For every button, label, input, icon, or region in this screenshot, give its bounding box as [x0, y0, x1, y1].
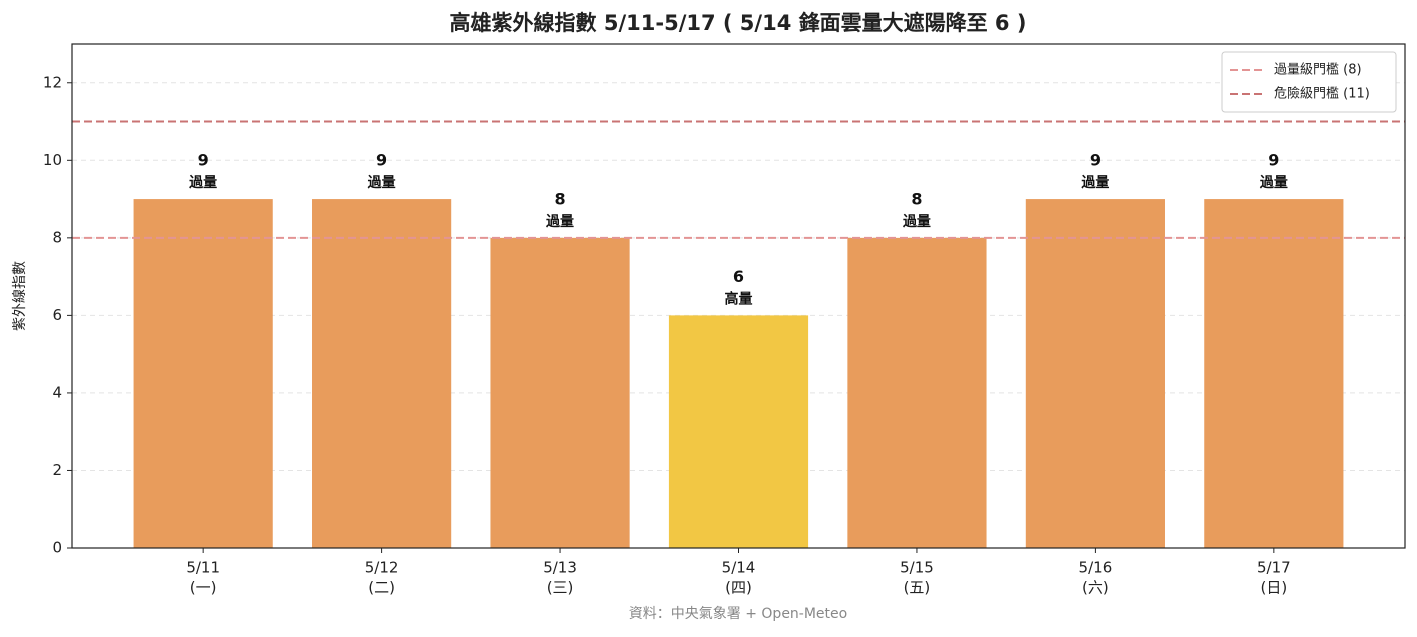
bar	[847, 237, 987, 548]
y-tick-label: 4	[52, 383, 62, 401]
x-tick-sublabel: (二)	[368, 579, 395, 597]
bar	[1204, 199, 1344, 549]
value-label: 9	[198, 151, 209, 170]
x-tick-sublabel: (一)	[190, 579, 217, 597]
y-tick-label: 0	[52, 539, 62, 557]
x-tick-sublabel: (三)	[547, 579, 574, 597]
x-tick-sublabel: (五)	[904, 579, 931, 597]
y-tick-label: 8	[52, 228, 62, 246]
x-tick-sublabel: (日)	[1260, 579, 1287, 597]
x-tick-label: 5/14	[722, 559, 756, 577]
level-label: 過量	[188, 175, 217, 191]
level-label: 過量	[1080, 175, 1109, 191]
x-tick-label: 5/15	[900, 559, 934, 577]
x-tick-label: 5/12	[365, 559, 399, 577]
legend-box	[1221, 51, 1397, 113]
level-label: 過量	[902, 214, 931, 230]
value-label: 8	[554, 189, 565, 208]
bar	[133, 199, 273, 549]
y-tick-label: 6	[52, 306, 62, 324]
value-label: 9	[376, 151, 387, 170]
legend: 過量級門檻 (8) 危險級門檻 (11)	[1221, 51, 1397, 113]
value-label: 8	[911, 189, 922, 208]
level-label: 過量	[545, 214, 574, 230]
bar	[1025, 199, 1165, 549]
plot-frame	[71, 43, 1406, 549]
bar	[668, 315, 809, 548]
source-note: 資料：中央氣象署 + Open-Meteo	[629, 606, 847, 622]
level-label: 過量	[367, 175, 396, 191]
x-tick-label: 5/16	[1079, 559, 1113, 577]
legend-label: 過量級門檻 (8)	[1274, 62, 1362, 78]
x-tick-label: 5/17	[1257, 559, 1291, 577]
y-axis-label: 紫外線指數	[12, 261, 28, 331]
bar	[312, 199, 452, 549]
bar	[490, 237, 630, 548]
legend-label: 危險級門檻 (11)	[1274, 86, 1370, 102]
y-tick-label: 10	[43, 151, 62, 169]
level-label: 過量	[1259, 175, 1288, 191]
value-label: 9	[1268, 151, 1279, 170]
x-tick-sublabel: (四)	[725, 579, 752, 597]
x-tick-label: 5/11	[186, 559, 220, 577]
value-label: 9	[1090, 151, 1101, 170]
y-tick-label: 2	[52, 461, 62, 479]
x-tick-label: 5/13	[543, 559, 577, 577]
x-tick-sublabel: (六)	[1082, 579, 1109, 597]
level-label: 高量	[725, 290, 753, 307]
chart-title: 高雄紫外線指數 5/11-5/17 ( 5/14 鋒面雲量大遮陽降至 6 )	[450, 11, 1027, 35]
y-tick-label: 12	[43, 73, 62, 91]
value-label: 6	[733, 267, 744, 286]
